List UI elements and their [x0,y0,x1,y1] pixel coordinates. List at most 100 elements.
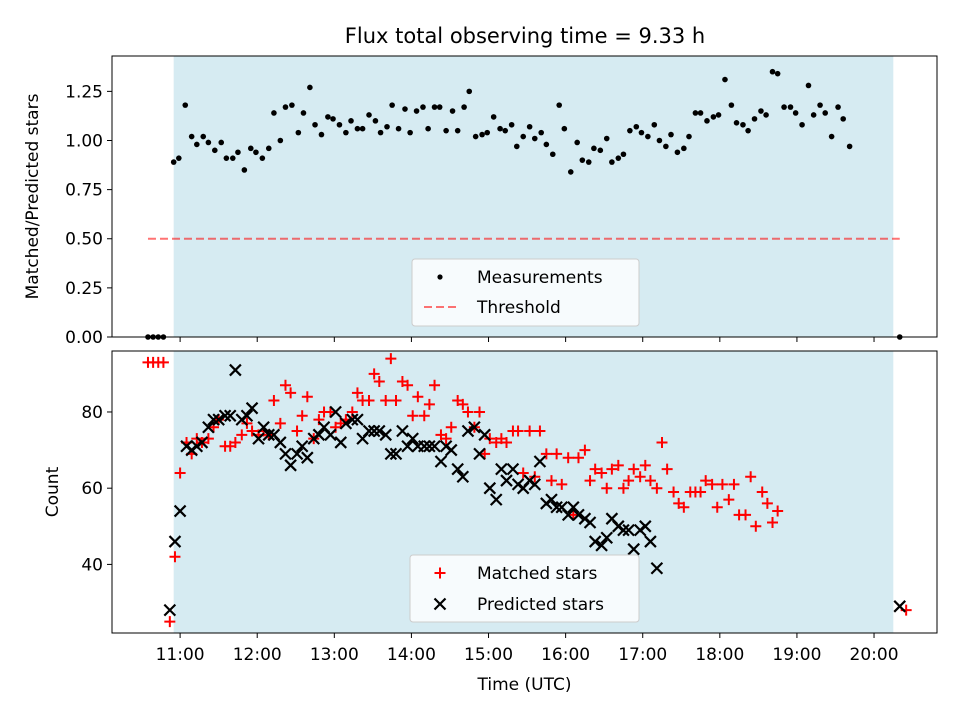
measurement-point [318,131,325,138]
top-ytick-label: 0.50 [65,230,103,250]
measurement-point [615,155,622,161]
measurement-point [354,125,361,132]
measurement-point [781,104,787,110]
predicted-star-point [351,413,364,426]
predicted-star-point [396,424,409,438]
matched-star-point [545,475,557,487]
legend-matched-marker [434,567,446,579]
legend-measurements-marker [437,274,443,280]
measurement-point [466,88,473,95]
measurement-point [170,159,177,165]
measurement-point [668,131,674,138]
matched-star-point [601,482,613,494]
matched-star-point [767,516,779,528]
matched-star-point [556,478,568,490]
measurement-point [579,157,586,163]
matched-star-point [512,425,524,437]
measurement-point [176,155,182,161]
chart-title: Flux total observing time = 9.33 h [345,24,705,48]
matched-star-point [174,467,186,479]
measurement-point [348,118,354,124]
matched-star-point [612,459,624,471]
measurement-point [343,129,349,136]
predicted-star-point [468,420,481,434]
predicted-star-point [444,443,458,457]
matched-star-point [524,425,536,437]
matched-star-point [285,387,297,399]
matched-star-point [402,379,414,391]
measurement-point [846,143,853,150]
measurement-point [188,133,195,140]
top-panel: 0.00 0.25 0.50 0.75 1.00 1.25 Matched/Predict… [23,55,938,348]
predicted-star-point [545,493,558,506]
matched-star-point [562,452,574,464]
predicted-star-point [506,462,520,476]
legend-threshold-label: Threshold [476,298,561,318]
matched-star-point [716,478,728,490]
measurement-point [840,116,846,122]
measurement-point [454,127,461,134]
predicted-star-point [495,462,508,476]
matched-star-point [517,467,529,479]
predicted-star-point [451,462,464,476]
top-ytick-label: 0.00 [65,328,103,348]
matched-star-point [596,467,608,479]
measurement-point [277,137,284,144]
matched-star-point [628,463,640,475]
measurement-point [307,84,313,91]
matched-star-point [462,406,474,418]
measurement-point [556,102,562,108]
predicted-star-point [423,439,436,453]
matched-star-point [711,501,723,513]
predicted-star-point [173,504,187,518]
measurement-point [200,133,207,140]
measurement-point [312,121,318,128]
measurement-point [259,155,266,161]
measurement-point [212,147,218,154]
matched-star-point [363,395,375,407]
predicted-star-point [473,447,486,461]
predicted-star-point [301,451,314,464]
predicted-star-point [588,535,602,548]
bottom-panel: 40 60 80 11:00 12:00 13:00 14:00 15:00 16:00 17:… [43,350,938,695]
matched-star-point [584,475,596,487]
matched-star-point [668,486,680,498]
xtick-label: 17:00 [618,645,667,665]
measurement-point [656,137,663,144]
top-x-axis-ticks [179,337,875,342]
matched-star-point [772,505,784,517]
measurement-point [289,102,295,108]
predicted-star-point [207,413,220,426]
matched-star-point [246,425,258,437]
predicted-star-point [240,409,254,423]
measurement-point [377,129,384,136]
measurement-point [663,143,669,150]
predicted-star-point [218,409,232,423]
predicted-star-points [163,363,907,617]
predicted-star-point [428,439,441,453]
xtick-label: 20:00 [850,645,899,665]
predicted-star-point [595,539,608,552]
measurement-point [710,114,717,120]
predicted-star-point [212,413,225,426]
matched-star-point [745,471,757,483]
measurement-point [508,121,515,128]
measurement-point [697,110,704,116]
legend-predicted-symbol [433,597,447,611]
predicted-star-point [567,500,580,514]
measurement-point [295,129,302,136]
measurement-point [479,131,485,138]
matched-star-point [291,425,303,437]
matched-star-point [501,436,513,448]
matched-star-point [390,395,402,407]
matched-star-point [639,459,651,471]
measurement-point [265,145,272,152]
matched-star-point [445,421,457,433]
matched-star-point [429,379,441,391]
measurement-point [526,123,533,130]
matched-star-point [274,417,286,429]
measurement-point [792,110,799,116]
measurement-point [799,121,805,128]
measurement-point [413,108,420,114]
measurement-point [194,141,200,148]
